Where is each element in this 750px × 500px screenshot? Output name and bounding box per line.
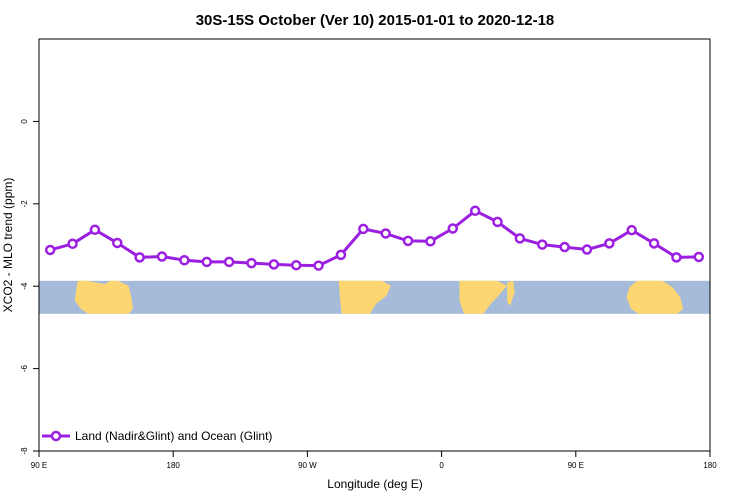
legend-label: Land (Nadir&Glint) and Ocean (Glint) <box>75 429 272 443</box>
x-axis: 90 E 180 90 W 0 90 E 180 <box>31 451 717 470</box>
x-tick-label: 90 E <box>31 461 47 470</box>
x-tick-label: 90 E <box>568 461 584 470</box>
data-point <box>402 235 414 247</box>
y-tick-label: -2 <box>20 200 29 208</box>
data-point <box>514 233 526 244</box>
data-point <box>626 224 637 236</box>
data-point <box>134 252 145 263</box>
land-south-america <box>338 280 391 314</box>
data-point <box>89 224 101 236</box>
chart-title: 30S-15S October (Ver 10) 2015-01-01 to 2… <box>196 12 555 29</box>
data-point <box>559 241 570 253</box>
data-point <box>469 205 481 217</box>
data-point <box>201 256 212 268</box>
data-point <box>447 223 459 234</box>
data-point <box>335 249 347 261</box>
land-africa <box>459 280 508 314</box>
land-australia-east <box>626 280 684 314</box>
data-point <box>693 251 705 263</box>
series-layer <box>44 205 705 271</box>
y-tick-label: -8 <box>20 447 29 455</box>
data-point <box>246 257 257 269</box>
plot-frame <box>38 38 711 452</box>
x-tick-label: 90 W <box>298 461 317 470</box>
x-tick-label: 180 <box>167 461 181 470</box>
data-point <box>290 259 302 271</box>
data-point <box>648 238 660 249</box>
data-point <box>358 223 369 235</box>
data-point <box>44 244 56 256</box>
x-tick-label: 0 <box>439 461 444 470</box>
data-point <box>537 239 548 250</box>
map-strip <box>39 280 710 314</box>
y-axis-label: XCO2 - MLO trend (ppm) <box>1 178 15 313</box>
land-madagascar <box>507 280 515 306</box>
data-point <box>313 260 324 271</box>
series-line <box>49 209 699 268</box>
data-point <box>179 254 190 266</box>
legend: Land (Nadir&Glint) and Ocean (Glint) <box>42 429 272 443</box>
data-point <box>671 252 682 263</box>
data-point <box>380 228 391 239</box>
data-point <box>156 251 168 262</box>
data-point <box>67 238 78 250</box>
legend-marker <box>50 430 62 442</box>
land-australia <box>74 280 133 314</box>
y-tick-label: -4 <box>20 282 29 290</box>
data-point <box>268 259 280 270</box>
y-axis: 0 -2 -4 -6 -8 <box>20 119 39 455</box>
data-point <box>581 244 593 255</box>
x-axis-label: Longitude (deg E) <box>327 477 422 491</box>
data-point <box>425 236 436 247</box>
x-tick-label: 180 <box>703 461 717 470</box>
data-point <box>223 256 235 268</box>
y-tick-label: -6 <box>20 364 29 372</box>
data-point <box>604 238 615 249</box>
y-tick-label: 0 <box>20 119 29 124</box>
data-point <box>112 237 123 249</box>
data-point <box>492 216 503 228</box>
